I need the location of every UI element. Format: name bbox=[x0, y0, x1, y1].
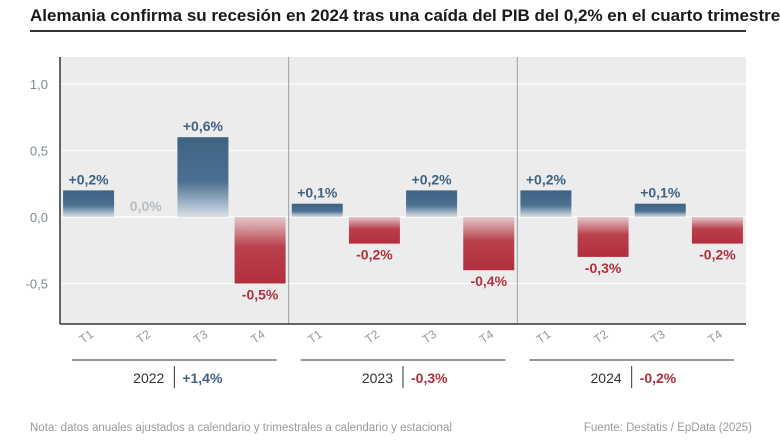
bar bbox=[406, 190, 458, 217]
quarter-tick-label: T3 bbox=[420, 327, 440, 347]
quarter-tick-label: T1 bbox=[77, 327, 97, 347]
quarter-tick-label: T1 bbox=[534, 327, 554, 347]
quarter-tick-label: T4 bbox=[705, 327, 725, 347]
year-label: 2022 bbox=[133, 370, 164, 386]
data-label: +0,2% bbox=[69, 171, 110, 187]
data-label: +0,1% bbox=[297, 185, 338, 201]
annual-change-label: -0,2% bbox=[640, 370, 677, 386]
bar bbox=[520, 190, 572, 217]
data-label: -0,3% bbox=[585, 260, 622, 276]
plot-panel bbox=[60, 57, 746, 324]
quarter-tick-label: T3 bbox=[191, 327, 211, 347]
bar bbox=[234, 217, 286, 284]
bar bbox=[291, 203, 343, 217]
bar bbox=[177, 137, 229, 217]
data-label: 0,0% bbox=[130, 198, 162, 214]
bar bbox=[691, 217, 743, 244]
bar bbox=[348, 217, 400, 244]
y-tick-label: -0,5 bbox=[26, 277, 48, 292]
quarter-tick-label: T3 bbox=[648, 327, 668, 347]
title-rule bbox=[30, 30, 746, 32]
quarter-tick-label: T2 bbox=[134, 327, 154, 347]
data-label: -0,5% bbox=[242, 287, 279, 303]
y-tick-label: 1,0 bbox=[30, 77, 48, 92]
bar bbox=[63, 190, 115, 217]
footnote: Nota: datos anuales ajustados a calendar… bbox=[30, 422, 452, 434]
year-label: 2023 bbox=[362, 370, 393, 386]
data-label: +0,2% bbox=[526, 171, 567, 187]
data-label: -0,2% bbox=[699, 247, 736, 263]
y-tick-label: 0,0 bbox=[30, 210, 48, 225]
data-label: -0,4% bbox=[470, 273, 507, 289]
data-label: +0,1% bbox=[640, 185, 681, 201]
annual-change-label: +1,4% bbox=[182, 370, 223, 386]
year-label: 2024 bbox=[591, 370, 622, 386]
quarter-tick-label: T4 bbox=[477, 327, 497, 347]
annual-change-label: -0,3% bbox=[411, 370, 448, 386]
quarter-tick-label: T4 bbox=[248, 327, 268, 347]
gdp-bar-chart: +0,2% 0,0% +0,6% -0,5% +0,1% -0,2% +0,2% -0,4% +… bbox=[26, 57, 746, 388]
bar bbox=[463, 217, 515, 271]
quarter-tick-label: T2 bbox=[362, 327, 382, 347]
chart-title: Alemania confirma su recesión en 2024 tr… bbox=[30, 6, 780, 25]
data-label: +0,2% bbox=[412, 171, 453, 187]
data-label: +0,6% bbox=[183, 118, 224, 134]
quarter-tick-label: T1 bbox=[305, 327, 325, 347]
data-label: -0,2% bbox=[356, 247, 393, 263]
bar bbox=[577, 217, 629, 257]
quarter-tick-label: T2 bbox=[591, 327, 611, 347]
y-tick-label: 0,5 bbox=[30, 144, 48, 159]
bar bbox=[634, 203, 686, 217]
source-credit: Fuente: Destatis / EpData (2025) bbox=[583, 422, 752, 434]
